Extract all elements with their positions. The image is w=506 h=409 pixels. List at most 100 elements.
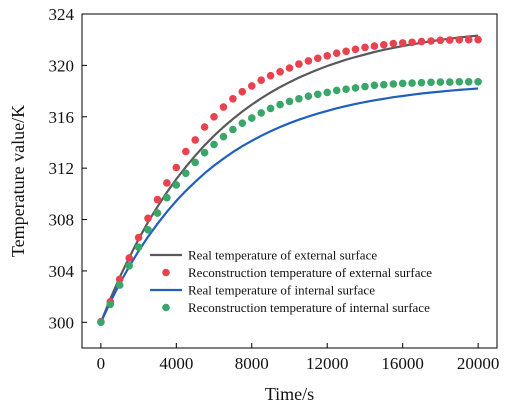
series-1-point-25: [332, 49, 341, 57]
plot-area: [97, 34, 482, 327]
series-1-point-33: [408, 38, 416, 47]
series-1-point-32: [398, 39, 407, 47]
legend-swatch-3: [162, 303, 170, 312]
series-3-point-1: [106, 300, 115, 309]
series-3-point-35: [427, 78, 435, 87]
series-1-point-28: [361, 43, 369, 52]
y-tick-label-4: 316: [49, 108, 75, 127]
x-tick-label-1: 4000: [159, 354, 193, 373]
series-1-point-15: [238, 87, 247, 96]
series-1-point-22: [304, 57, 313, 65]
series-3-point-7: [163, 193, 171, 202]
series-3-point-8: [172, 181, 181, 189]
series-1-point-18: [266, 71, 275, 80]
series-3-point-34: [417, 78, 426, 87]
series-3-point-9: [182, 169, 190, 178]
x-tick-label-3: 12000: [306, 354, 349, 373]
series-1-point-7: [163, 179, 171, 187]
series-3-point-32: [398, 79, 407, 88]
series-3-point-33: [408, 79, 416, 87]
series-3-point-25: [332, 86, 341, 95]
series-1-point-17: [257, 76, 266, 84]
y-tick-label-5: 320: [49, 56, 75, 75]
series-3-point-22: [304, 92, 313, 100]
series-1-point-38: [455, 36, 464, 44]
series-1-point-16: [248, 82, 256, 90]
x-axis-label: Time/s: [265, 384, 314, 404]
series-1-point-27: [351, 45, 360, 54]
series-1-point-35: [427, 37, 435, 45]
series-1-point-40: [474, 35, 482, 44]
series-3-point-39: [464, 78, 473, 86]
series-1-point-3: [125, 254, 133, 262]
series-3-point-3: [125, 262, 133, 270]
series-1-point-37: [446, 36, 454, 44]
series-1-point-31: [389, 39, 398, 48]
series-1-point-36: [436, 36, 445, 45]
y-tick-label-6: 324: [49, 5, 75, 24]
series-3-point-20: [285, 97, 294, 106]
plot-frame: [81, 13, 498, 349]
series-3-point-30: [380, 80, 388, 89]
series-3-point-21: [295, 95, 303, 103]
series-3-point-29: [370, 81, 379, 90]
series-1-point-4: [134, 233, 143, 242]
legend-label-3: Reconstruction temperature of internal s…: [188, 300, 430, 315]
series-1-point-10: [191, 136, 199, 144]
series-3-point-38: [455, 78, 464, 86]
series-2: [99, 87, 479, 323]
series-1-point-12: [210, 113, 218, 121]
series-3-point-10: [191, 158, 199, 167]
series-3-point-0: [97, 318, 105, 327]
x-tick-label-0: 0: [97, 354, 106, 373]
series-3-point-17: [257, 109, 266, 117]
series-1-point-11: [200, 123, 209, 131]
series-1-point-30: [380, 41, 388, 49]
series-1-point-21: [295, 60, 303, 68]
series-3-point-12: [210, 140, 218, 149]
legend-swatch-1: [162, 268, 170, 277]
series-3-point-24: [323, 88, 332, 97]
legend-label-2: Real temperature of internal surface: [188, 283, 375, 298]
series-1-point-26: [342, 47, 350, 56]
series-1: [97, 35, 482, 326]
series-1-point-13: [219, 103, 228, 111]
x-tick-label-5: 20000: [457, 354, 500, 373]
y-tick-label-0: 300: [49, 313, 75, 332]
series-3-point-13: [219, 132, 228, 141]
series-3: [97, 78, 482, 327]
series-3-point-40: [474, 78, 482, 86]
series-1-point-8: [172, 163, 181, 172]
series-1-point-29: [370, 42, 379, 50]
series-1-point-6: [153, 195, 162, 204]
series-3-point-14: [229, 125, 237, 134]
series-3-point-31: [389, 80, 398, 88]
series-3-point-6: [153, 209, 162, 217]
series-1-point-19: [276, 68, 284, 76]
series-1-point-9: [182, 147, 190, 156]
series-3-point-19: [276, 100, 284, 109]
series-3-point-37: [446, 78, 454, 86]
y-axis-label: Temperature value/K: [8, 105, 28, 257]
series-1-point-5: [144, 214, 152, 223]
series-1-point-24: [323, 52, 332, 60]
series-3-point-4: [134, 243, 143, 251]
legend: Real temperature of external surface Reco…: [150, 248, 432, 315]
series-3-point-23: [314, 90, 322, 99]
y-tick-label-3: 312: [49, 159, 75, 178]
series-1-point-14: [229, 95, 237, 103]
legend-label-1: Reconstruction temperature of external s…: [188, 265, 432, 280]
series-1-point-2: [115, 275, 124, 284]
series-3-point-15: [238, 119, 247, 127]
series-1-point-23: [314, 54, 322, 63]
series-3-point-26: [342, 85, 350, 93]
series-1-point-39: [464, 35, 473, 44]
series-2-line: [99, 87, 479, 323]
y-tick-label-2: 308: [49, 211, 75, 230]
series-3-point-27: [351, 84, 360, 92]
axes: 0 4000 8000 12000 16000 20000 300 304 308 312 316 3…: [49, 5, 500, 373]
series-3-point-2: [115, 281, 124, 289]
series-3-point-28: [361, 82, 369, 91]
series-3-point-36: [436, 78, 445, 86]
